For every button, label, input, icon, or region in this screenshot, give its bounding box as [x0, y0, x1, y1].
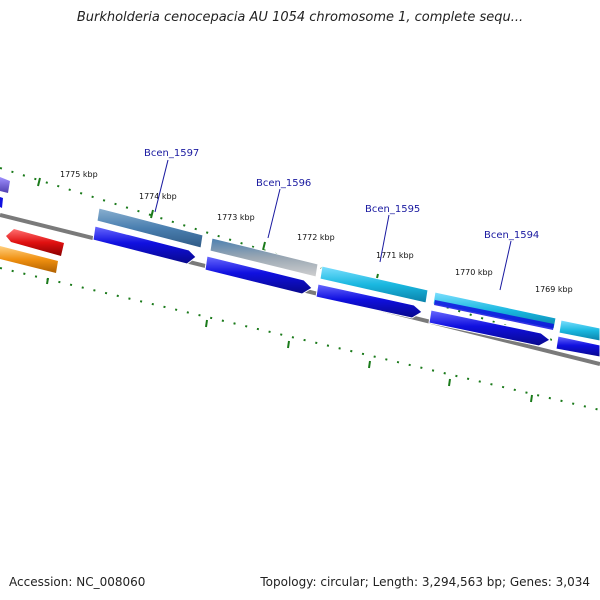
- accession-text: Accession: NC_008060: [9, 575, 146, 589]
- sequence-summary-text: Topology: circular; Length: 3,294,563 bp…: [260, 575, 590, 589]
- gene-bar-bcen-1594-overlap: [434, 300, 554, 330]
- gene-label-bcen-1594[interactable]: Bcen_1594: [484, 230, 539, 241]
- tick-label-1770: 1770 kbp: [455, 268, 493, 277]
- gene-label-bcen-1595[interactable]: Bcen_1595: [365, 204, 420, 215]
- inner-ruler-major-ticks: [46, 277, 533, 403]
- left-edge-features[interactable]: [0, 177, 64, 273]
- tick-label-1771: 1771 kbp: [376, 251, 414, 260]
- ruler-tick: [287, 340, 290, 349]
- ruler-tick: [368, 360, 371, 369]
- ruler-tick: [205, 319, 208, 328]
- tick-label-1775: 1775 kbp: [60, 170, 98, 179]
- tick-label-1769: 1769 kbp: [535, 285, 573, 294]
- feature-purple-partial[interactable]: [0, 177, 10, 193]
- inner-ruler: [0, 267, 600, 411]
- tick-label-1772: 1772 kbp: [297, 233, 335, 242]
- gene-bar-partial-right[interactable]: [558, 319, 600, 342]
- ruler-tick: [46, 277, 49, 285]
- ruler-tick: [448, 378, 451, 387]
- gene-bar-bcen-1595[interactable]: [319, 265, 429, 304]
- feature-red-arrow[interactable]: [6, 229, 64, 256]
- gene-label-leaders: [154, 159, 512, 291]
- leader-bcen-1596: [267, 188, 281, 239]
- cds-arrow-bcen-1596[interactable]: [204, 255, 313, 295]
- feature-orange-bar[interactable]: [0, 246, 58, 273]
- leader-bcen-1594: [499, 240, 512, 291]
- ruler-labels: 1775 kbp 1774 kbp 1773 kbp 1772 kbp 1771…: [60, 170, 573, 294]
- gene-bar-bcen-1597[interactable]: [96, 207, 204, 249]
- cds-arrow-partial-right[interactable]: [555, 335, 600, 358]
- ruler-tick: [37, 177, 41, 187]
- ruler-tick: [262, 241, 266, 251]
- leader-bcen-1595: [379, 214, 390, 263]
- leader-bcen-1597: [154, 159, 169, 213]
- gene-track[interactable]: [96, 207, 600, 342]
- cds-arrow-bcen-1594[interactable]: [428, 309, 551, 347]
- ruler-tick: [150, 209, 154, 219]
- feature-blue-partial[interactable]: [0, 197, 3, 208]
- cds-arrow-bcen-1595[interactable]: [315, 283, 423, 319]
- cds-arrow-bcen-1597[interactable]: [92, 225, 197, 265]
- gene-label-bcen-1596[interactable]: Bcen_1596: [256, 178, 311, 189]
- ruler-tick: [530, 394, 533, 403]
- gene-label-bcen-1597[interactable]: Bcen_1597: [144, 148, 199, 159]
- tick-label-1774: 1774 kbp: [139, 192, 177, 201]
- gene-bar-bcen-1596[interactable]: [209, 237, 319, 278]
- cds-track[interactable]: [92, 225, 600, 358]
- tick-label-1773: 1773 kbp: [217, 213, 255, 222]
- gene-labels[interactable]: Bcen_1597 Bcen_1596 Bcen_1595 Bcen_1594: [144, 148, 539, 241]
- map-title: Burkholderia cenocepacia AU 1054 chromos…: [76, 10, 524, 25]
